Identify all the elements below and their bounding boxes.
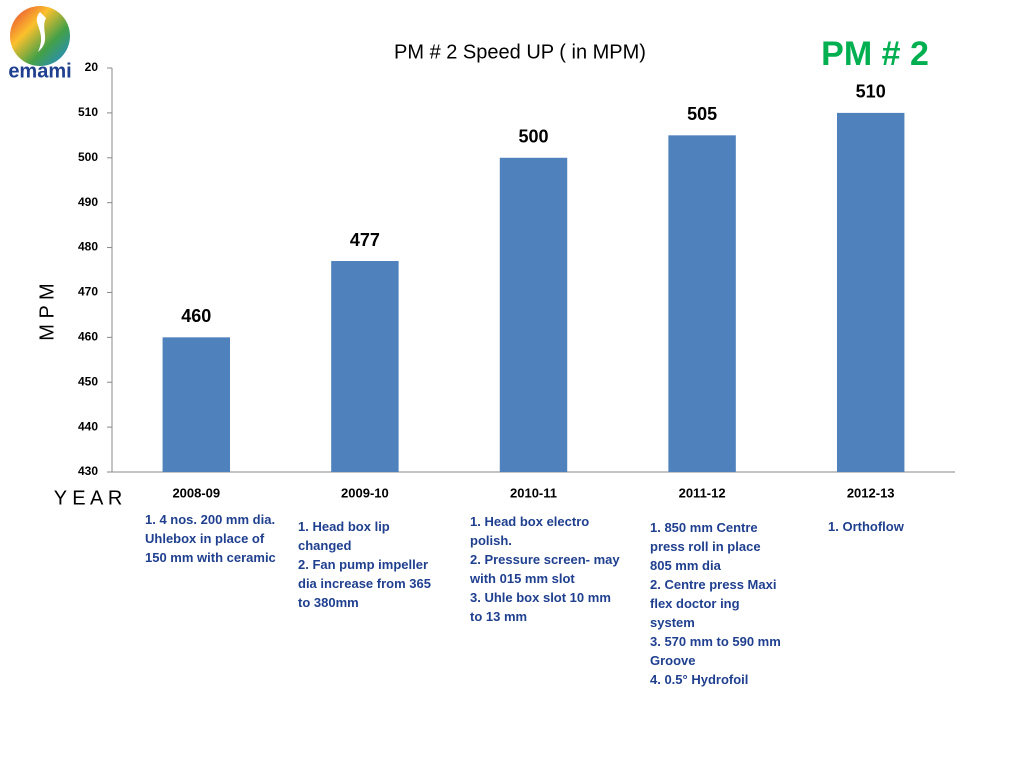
value-label: 510 [856, 82, 886, 102]
note: 1. 850 mm Centre press roll in place 805… [650, 518, 785, 689]
note-item: 1. 4 nos. 200 mm dia. Uhlebox in place o… [145, 512, 276, 565]
note-item: 4. 0.5° Hydrofoil [650, 672, 749, 687]
y-tick-label: 460 [78, 330, 98, 344]
note-item: 1. Orthoflow [828, 519, 904, 534]
x-tick-label: 2009-10 [341, 485, 389, 500]
x-tick-label: 2010-11 [510, 485, 557, 500]
note: 1. Head box lip changed 2. Fan pump impel… [298, 517, 446, 612]
x-tick-label: 2012-13 [847, 485, 895, 500]
y-tick-label: 430 [78, 464, 98, 478]
bar [836, 112, 905, 472]
y-tick-label: 480 [78, 240, 98, 254]
y-tick-label: 470 [78, 285, 98, 299]
x-tick-label: 2008-09 [172, 485, 220, 500]
value-label: 500 [518, 127, 548, 147]
bar [162, 337, 231, 472]
value-label: 505 [687, 104, 717, 124]
note: 1. Head box electro polish. 2. Pressure s… [470, 512, 625, 626]
y-tick-label: 510 [78, 105, 98, 119]
logo-text: emami [8, 60, 71, 82]
bar [668, 135, 736, 473]
bar [499, 157, 568, 472]
x-axis-label: Y E A R [54, 487, 123, 509]
note-item: 2. Centre press Maxi flex doctor ing sys… [650, 577, 777, 630]
header: PM # 2 [821, 35, 929, 73]
logo-flame [36, 12, 46, 52]
value-label: 460 [181, 306, 211, 326]
note: 1. Orthoflow [828, 517, 928, 536]
note-item: 2. Fan pump impeller dia increase from 3… [298, 557, 431, 610]
logo-icon [10, 6, 70, 66]
note-item: 1. Head box electro polish. [470, 514, 590, 548]
y-tick-label: 440 [78, 419, 98, 433]
y-tick-label: 450 [78, 374, 98, 388]
note-item: 1. Head box lip changed [298, 519, 390, 553]
note-item: 2. Pressure screen- may with 015 mm slot [470, 552, 620, 586]
chart-title: PM # 2 Speed UP ( in MPM) [394, 41, 646, 63]
bar [331, 261, 399, 472]
note-item: 3. Uhle box slot 10 mm to 13 mm [470, 590, 611, 624]
value-label: 477 [350, 230, 380, 250]
note-item: 3. 570 mm to 590 mm Groove [650, 634, 781, 668]
y-axis-label: M P M [36, 283, 58, 340]
y-tick-label: 20 [85, 60, 99, 74]
note: 1. 4 nos. 200 mm dia. Uhlebox in place o… [145, 510, 285, 567]
x-tick-label: 2011-12 [679, 485, 726, 500]
y-tick-label: 500 [78, 150, 98, 164]
note-item: 1. 850 mm Centre press roll in place 805… [650, 520, 761, 573]
y-tick-label: 490 [78, 195, 98, 209]
